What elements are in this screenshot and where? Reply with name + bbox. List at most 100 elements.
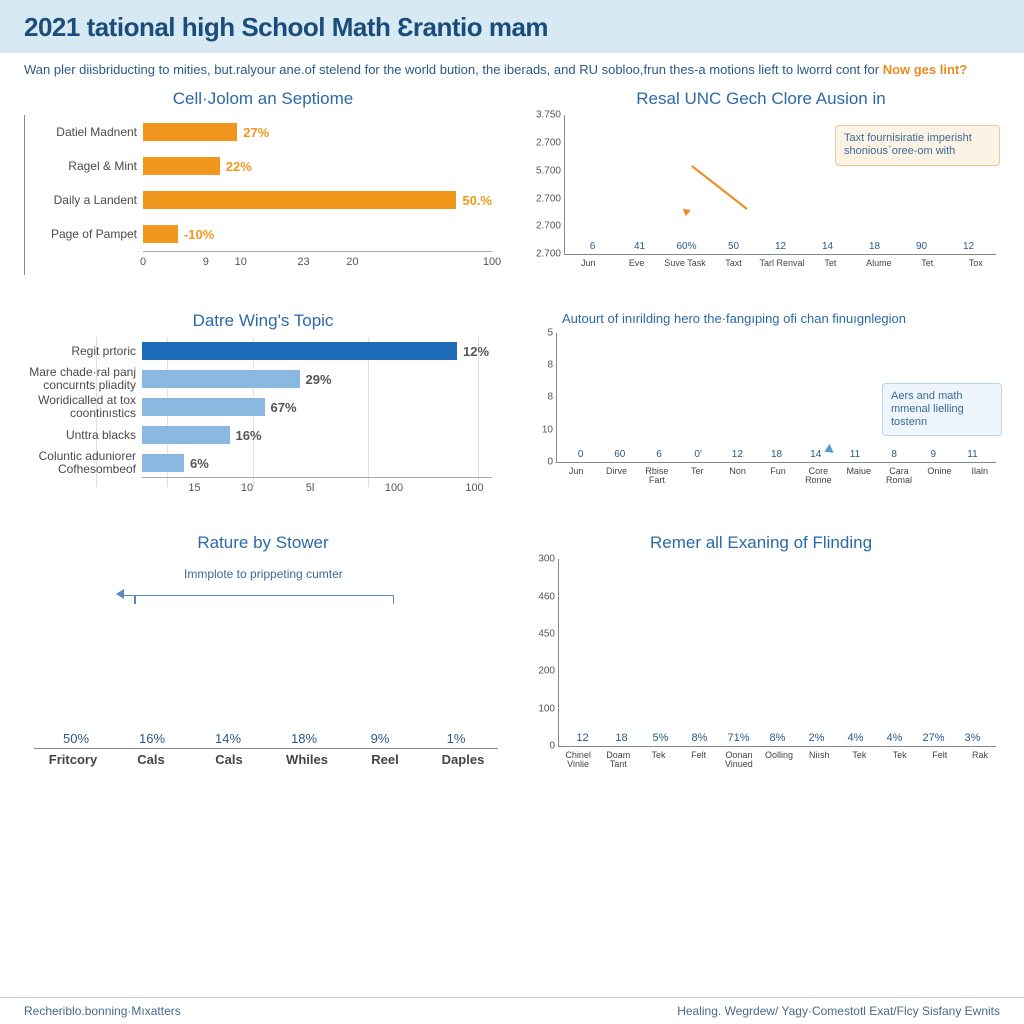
category-label: Oolling [759, 747, 799, 769]
y-tick: 2.700 [536, 221, 565, 232]
chart-title: Remer all Exaning of Flinding [522, 533, 1000, 553]
bar [143, 191, 456, 209]
bar-wrap: 1% [418, 731, 494, 748]
bar-wrap: 2% [797, 732, 836, 746]
chart-resal: Resal UNC Gech Clore Ausion in 64160%501… [522, 89, 1000, 299]
category-label: Non [717, 463, 757, 485]
chart-rature: Rature by Stower 50%16%14%18%9%1% Fritco… [24, 533, 502, 803]
value-label: 12 [576, 732, 588, 744]
bar-wrap: 90 [898, 241, 945, 254]
value-label: 4% [848, 732, 864, 744]
category-label: Reel [346, 749, 424, 766]
bar-wrap: 9 [914, 449, 953, 462]
page-title: 2021 tational high School Math Ɛrantio m… [24, 12, 1000, 43]
category-label: Core Ronne [798, 463, 838, 485]
category-label: Whiles [268, 749, 346, 766]
bar [142, 370, 300, 388]
y-tick: 450 [538, 629, 559, 640]
category-label: Oonan Vinued [719, 747, 759, 769]
y-tick: 300 [538, 554, 559, 565]
value-label: 1% [447, 731, 466, 746]
bar-wrap: 8 [875, 449, 914, 462]
value-label: 18 [615, 732, 627, 744]
x-tick: 100 [385, 482, 403, 494]
y-tick: 10 [542, 424, 557, 435]
category-label: Felt [679, 747, 719, 769]
value-label: 50 [728, 241, 739, 252]
bar-wrap: 8% [758, 732, 797, 746]
x-tick: 10 [235, 256, 247, 268]
y-tick: 2.700 [536, 138, 565, 149]
y-tick: 200 [538, 666, 559, 677]
bar-wrap: 3% [953, 732, 992, 746]
bar-row: Unttra blacks16% [142, 421, 492, 449]
x-axis: 15105l100100 [142, 477, 492, 497]
value-label: 22% [226, 159, 252, 174]
chart-autourt: Autourt of inırilding hero the·fangıping… [522, 311, 1000, 521]
bar-wrap: 12 [757, 241, 804, 254]
category-label: Suve Task [661, 255, 709, 268]
value-label: 3% [965, 732, 981, 744]
bar-wrap: 9% [342, 731, 418, 748]
bar-wrap: 4% [875, 732, 914, 746]
y-tick: 8 [547, 360, 557, 371]
value-label: 71% [727, 732, 749, 744]
category-label: Ragel & Mint [25, 160, 137, 173]
category-label: Jun [564, 255, 612, 268]
chart-datre-wings: Datre Wing's Topic Regit prtoric12%Mare … [24, 311, 502, 521]
category-label: Tek [880, 747, 920, 769]
callout-box: Taxt fournisiratie imperisht shonious`or… [835, 125, 1000, 165]
category-label: Tet [903, 255, 951, 268]
category-label: Chinel Vinlie [558, 747, 598, 769]
x-tick: 10 [241, 482, 253, 494]
bar-wrap: 18 [757, 449, 796, 462]
category-label: Dirve [596, 463, 636, 485]
y-tick: 460 [538, 591, 559, 602]
category-label: Tek [638, 747, 678, 769]
value-label: 27% [922, 732, 944, 744]
category-label: Tarl Renval [758, 255, 806, 268]
value-label: 11 [967, 449, 977, 460]
category-label: Fun [758, 463, 798, 485]
category-label: Datiel Madnent [25, 126, 137, 139]
value-label: 50.% [462, 193, 492, 208]
category-label: Tet [806, 255, 854, 268]
category-label: Rak [960, 747, 1000, 769]
y-tick: 5 [547, 327, 557, 338]
y-tick: 3.750 [536, 110, 565, 121]
bar-row: Datiel Madnent27% [143, 115, 492, 149]
bar-wrap: 11 [953, 449, 992, 462]
chart-title: Datre Wing's Topic [24, 311, 502, 331]
category-label: Unttra blacks [24, 429, 136, 442]
chart-remer: Remer all Exaning of Flinding 12185%8%71… [522, 533, 1000, 803]
value-label: 60% [676, 241, 696, 252]
value-label: 67% [271, 400, 297, 415]
bar-wrap: 6 [569, 241, 616, 254]
value-label: 14% [215, 731, 241, 746]
bar-wrap: 60 [600, 449, 639, 462]
bar-wrap: 14% [190, 731, 266, 748]
value-label: 11 [850, 449, 860, 460]
value-label: 50% [63, 731, 89, 746]
x-tick: 20 [346, 256, 358, 268]
chart-cell-jolom: Cell·Jolom an Septiome Datiel Madnent27%… [24, 89, 502, 299]
value-label: 4% [887, 732, 903, 744]
value-label: 6 [656, 449, 662, 460]
bars-container: 12185%8%71%8%2%4%4%27%3% [559, 559, 996, 746]
highlight-text: Now ges lint? [883, 62, 968, 77]
bars-container: 50%16%14%18%9%1% [34, 559, 498, 748]
bar-row: Mare chade·ral panj concurnts pliadity29… [142, 365, 492, 393]
category-label: Maiue [839, 463, 879, 485]
x-tick: 23 [297, 256, 309, 268]
y-tick: 2.700 [536, 193, 565, 204]
value-label: 18 [869, 241, 880, 252]
x-tick: 15 [188, 482, 200, 494]
category-label: Felt [920, 747, 960, 769]
x-tick: 100 [483, 256, 501, 268]
y-tick: 5.700 [536, 165, 565, 176]
value-label: 16% [236, 428, 262, 443]
x-tick: 0 [140, 256, 146, 268]
bar-wrap: 27% [914, 732, 953, 746]
bar-row: Daily a Landent50.% [143, 183, 492, 217]
value-label: 9 [931, 449, 937, 460]
